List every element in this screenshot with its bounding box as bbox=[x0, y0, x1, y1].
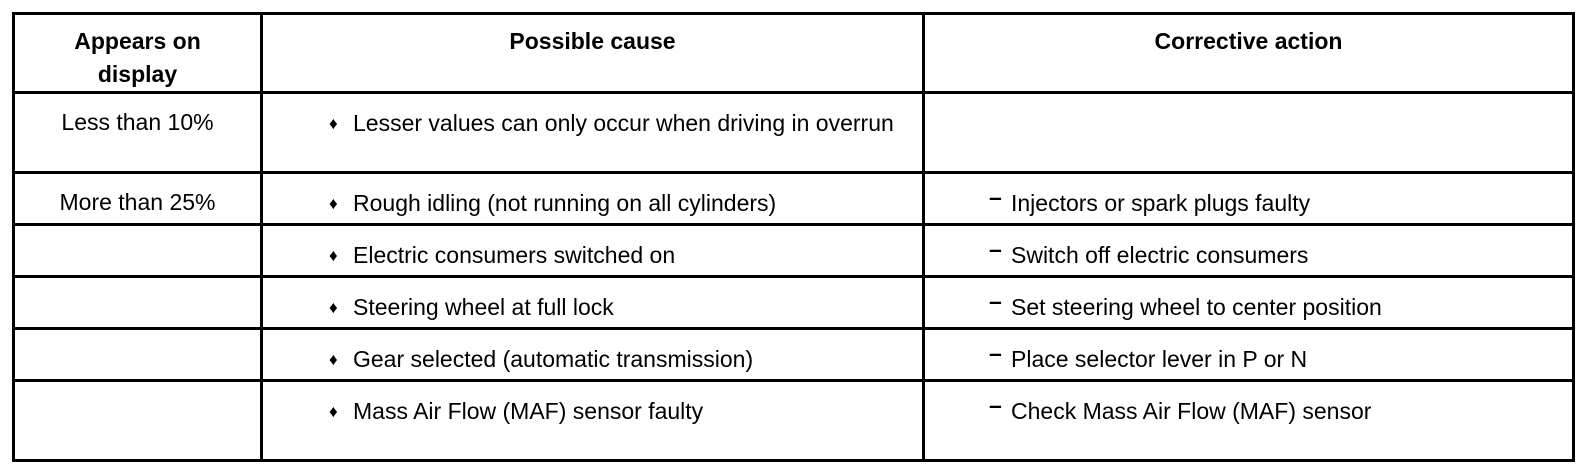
dash-bullet-icon: – bbox=[989, 288, 1002, 314]
action-item: – Set steering wheel to center position bbox=[989, 288, 1564, 325]
diamond-bullet-icon: ♦ bbox=[329, 402, 338, 421]
cause-item: ♦ Rough idling (not running on all cylin… bbox=[329, 186, 914, 221]
display-cell bbox=[12, 327, 263, 382]
cause-item: ♦ Lesser values can only occur when driv… bbox=[329, 106, 914, 141]
cause-cell: ♦ Lesser values can only occur when driv… bbox=[260, 91, 925, 174]
column-header-appears-on-display: Appears on display bbox=[12, 12, 263, 94]
cause-cell: ♦ Electric consumers switched on bbox=[260, 223, 925, 278]
diamond-bullet-icon: ♦ bbox=[329, 298, 338, 317]
cause-cell: ♦ Rough idling (not running on all cylin… bbox=[260, 171, 925, 226]
column-header-possible-cause: Possible cause bbox=[260, 12, 925, 94]
table-row: ♦ Electric consumers switched on – Switc… bbox=[12, 223, 1575, 278]
table-row: ♦ Steering wheel at full lock – Set stee… bbox=[12, 275, 1575, 330]
action-item: – Check Mass Air Flow (MAF) sensor bbox=[989, 392, 1564, 429]
cause-text: Mass Air Flow (MAF) sensor faulty bbox=[353, 398, 704, 424]
cause-cell: ♦ Steering wheel at full lock bbox=[260, 275, 925, 330]
action-cell: – Set steering wheel to center position bbox=[922, 275, 1575, 330]
action-text: Place selector lever in P or N bbox=[1011, 346, 1308, 372]
display-cell: More than 25% bbox=[12, 171, 263, 226]
column-header-corrective-action: Corrective action bbox=[922, 12, 1575, 94]
table-row: More than 25% ♦ Rough idling (not runnin… bbox=[12, 171, 1575, 226]
action-cell: – Switch off electric consumers bbox=[922, 223, 1575, 278]
table-row: ♦ Mass Air Flow (MAF) sensor faulty – Ch… bbox=[12, 379, 1575, 462]
table-row: ♦ Gear selected (automatic transmission)… bbox=[12, 327, 1575, 382]
cause-item: ♦ Steering wheel at full lock bbox=[329, 290, 914, 325]
display-cell: Less than 10% bbox=[12, 91, 263, 174]
action-item: – Switch off electric consumers bbox=[989, 236, 1564, 273]
diamond-bullet-icon: ♦ bbox=[329, 114, 338, 133]
display-cell bbox=[12, 379, 263, 462]
table-header-row: Appears on display Possible cause Correc… bbox=[12, 12, 1575, 94]
diamond-bullet-icon: ♦ bbox=[329, 194, 338, 213]
cause-text: Electric consumers switched on bbox=[353, 242, 676, 268]
action-cell bbox=[922, 91, 1575, 174]
action-text: Check Mass Air Flow (MAF) sensor bbox=[1011, 398, 1372, 424]
action-text: Injectors or spark plugs faulty bbox=[1011, 190, 1311, 216]
cause-item: ♦ Electric consumers switched on bbox=[329, 238, 914, 273]
cause-item: ♦ Gear selected (automatic transmission) bbox=[329, 342, 914, 377]
cause-cell: ♦ Gear selected (automatic transmission) bbox=[260, 327, 925, 382]
action-cell: – Place selector lever in P or N bbox=[922, 327, 1575, 382]
diagnostic-table: Appears on display Possible cause Correc… bbox=[12, 12, 1575, 462]
cause-text: Gear selected (automatic transmission) bbox=[353, 346, 754, 372]
action-text: Set steering wheel to center position bbox=[1011, 294, 1382, 320]
cause-text: Steering wheel at full lock bbox=[353, 294, 614, 320]
dash-bullet-icon: – bbox=[989, 340, 1002, 366]
action-cell: – Injectors or spark plugs faulty bbox=[922, 171, 1575, 226]
display-cell bbox=[12, 223, 263, 278]
diamond-bullet-icon: ♦ bbox=[329, 246, 338, 265]
action-item: – Injectors or spark plugs faulty bbox=[989, 184, 1564, 221]
dash-bullet-icon: – bbox=[989, 236, 1002, 262]
table-row: Less than 10% ♦ Lesser values can only o… bbox=[12, 91, 1575, 174]
cause-text: Rough idling (not running on all cylinde… bbox=[353, 190, 777, 216]
action-text: Switch off electric consumers bbox=[1011, 242, 1309, 268]
display-cell bbox=[12, 275, 263, 330]
dash-bullet-icon: – bbox=[989, 392, 1002, 418]
dash-bullet-icon: – bbox=[989, 184, 1002, 210]
cause-cell: ♦ Mass Air Flow (MAF) sensor faulty bbox=[260, 379, 925, 462]
action-cell: – Check Mass Air Flow (MAF) sensor bbox=[922, 379, 1575, 462]
cause-item: ♦ Mass Air Flow (MAF) sensor faulty bbox=[329, 394, 914, 429]
diamond-bullet-icon: ♦ bbox=[329, 350, 338, 369]
cause-text: Lesser values can only occur when drivin… bbox=[353, 110, 894, 136]
action-item: – Place selector lever in P or N bbox=[989, 340, 1564, 377]
